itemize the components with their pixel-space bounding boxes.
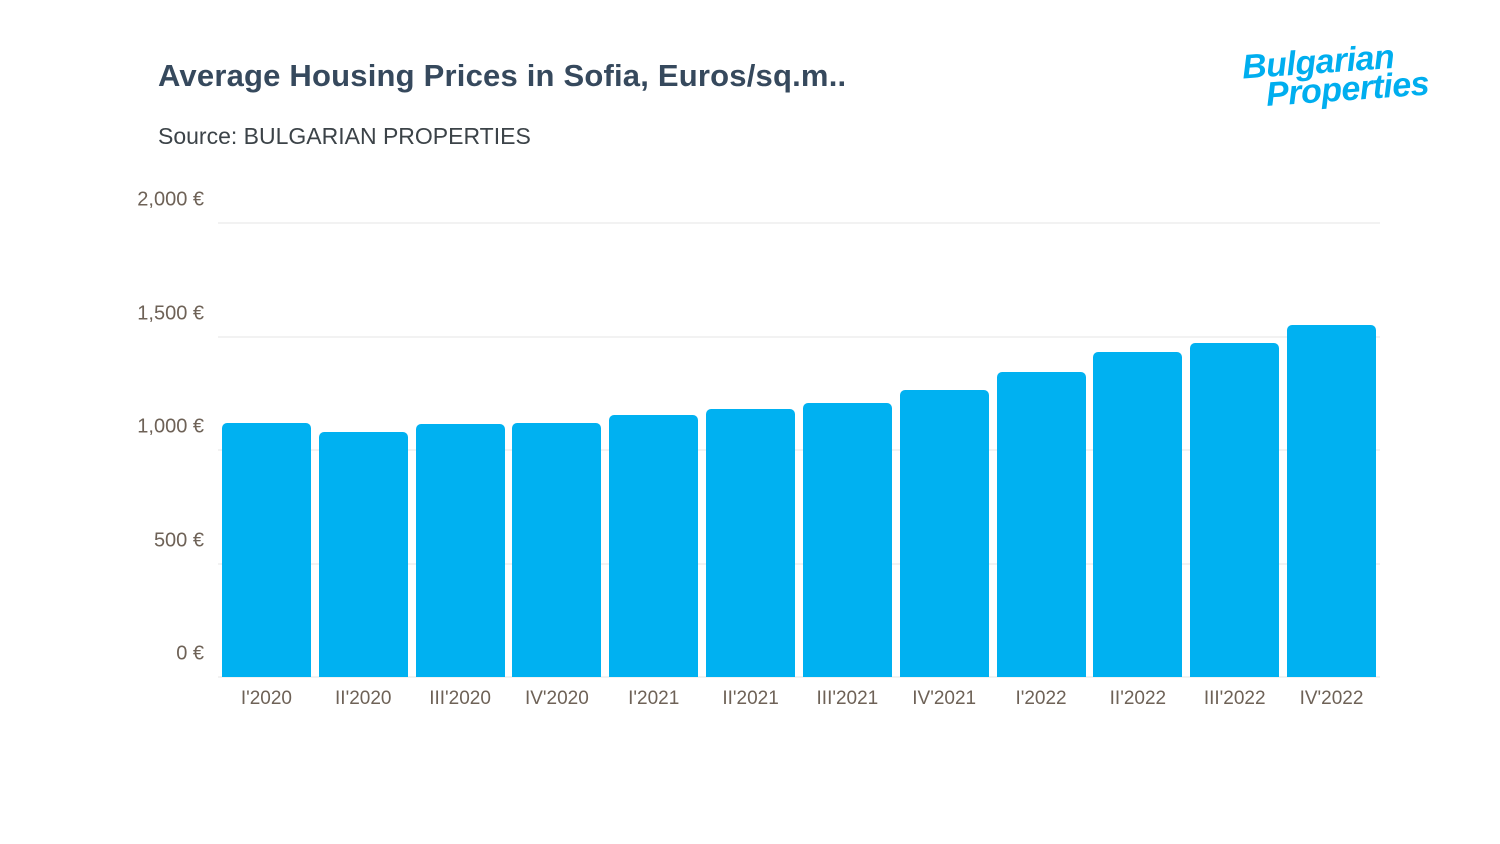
- x-axis-tick-label: II'2022: [1109, 688, 1167, 709]
- y-axis: 0 € 500 € 1,000 € 1,500 € 2,000 €: [0, 189, 204, 677]
- bar: [318, 431, 408, 677]
- chart-title: Average Housing Prices in Sofia, Euros/s…: [158, 58, 847, 93]
- x-axis-tick-label: III'2020: [429, 688, 491, 709]
- bar-slot: [702, 223, 799, 677]
- bar-series: [218, 223, 1380, 677]
- x-axis-tick-label: II'2021: [722, 688, 779, 709]
- bar-slot: [218, 223, 315, 677]
- gridline: [218, 676, 1380, 678]
- bulgarian-properties-logo: Bulgarian Properties: [1241, 38, 1431, 115]
- gridline: [218, 222, 1380, 224]
- bar-chart-plot-area: [218, 222, 1380, 678]
- x-axis-tick-label: IV'2020: [524, 688, 589, 709]
- bar-slot: [508, 223, 605, 677]
- x-axis-tick-label: I'2020: [240, 688, 292, 709]
- y-axis-tick-label: 500 €: [153, 529, 204, 551]
- x-axis-tick-label: I'2021: [628, 688, 680, 709]
- gridline: [218, 336, 1380, 337]
- bar: [1286, 325, 1377, 677]
- bar: [802, 403, 892, 677]
- x-axis-tick-label: IV'2022: [1299, 688, 1364, 709]
- bar-slot: [605, 223, 702, 677]
- bar: [221, 422, 311, 677]
- bar: [1093, 352, 1183, 677]
- bar: [609, 414, 699, 677]
- x-axis-tick-label: III'2021: [816, 688, 879, 709]
- bar: [512, 422, 602, 677]
- bar: [996, 371, 1086, 677]
- y-axis-tick-label: 0 €: [176, 642, 204, 665]
- logo-line-2: Properties: [1264, 64, 1431, 115]
- bar-slot: [1186, 223, 1283, 677]
- bar-slot: [896, 223, 993, 677]
- x-axis-tick-label: I'2022: [1015, 688, 1067, 709]
- x-axis-tick-label: IV'2021: [912, 688, 977, 709]
- bar: [706, 409, 796, 677]
- bar-slot: [799, 223, 896, 677]
- y-axis-tick-label: 1,500 €: [137, 302, 204, 324]
- bar-slot: [1283, 223, 1380, 677]
- bar: [899, 389, 989, 677]
- y-axis-tick-label: 1,000 €: [137, 415, 204, 438]
- bar: [415, 423, 505, 677]
- x-axis: I'2020 II'2020 III'2020 IV'2020 I'2021 II'202…: [218, 688, 1380, 710]
- x-axis-tick-label: II'2020: [335, 688, 392, 709]
- y-axis-tick-label: 2,000 €: [137, 188, 204, 211]
- chart-source: Source: BULGARIAN PROPERTIES: [158, 123, 531, 149]
- gridline: [218, 563, 1380, 564]
- bar-slot: [993, 223, 1090, 677]
- bar: [1190, 343, 1280, 677]
- bar-slot: [412, 223, 509, 677]
- bar-slot: [1089, 223, 1186, 677]
- gridline: [218, 449, 1380, 451]
- bar-slot: [315, 223, 412, 677]
- x-axis-tick-label: III'2022: [1203, 688, 1266, 709]
